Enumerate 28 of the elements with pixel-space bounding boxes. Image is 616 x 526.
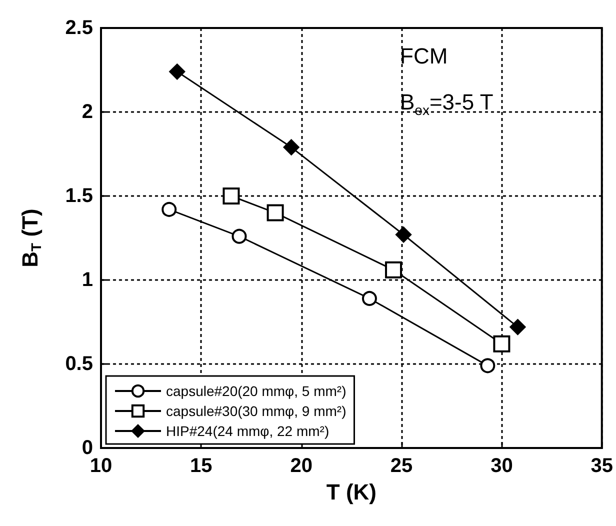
x-tick-label: 15 [190, 455, 212, 477]
point [510, 318, 526, 336]
y-tick-label: 2.5 [65, 17, 93, 39]
y-axis-title: BT (T) [18, 208, 44, 268]
annotation: FCM [400, 44, 448, 68]
y-tick-label: 1 [82, 269, 93, 291]
y-tick-label: 1.5 [65, 185, 93, 207]
legend-label: capsule#30(30 mmφ, 9 mm²) [166, 403, 346, 419]
point [169, 64, 186, 80]
x-axis-title: T (K) [326, 479, 376, 504]
x-tick-label: 20 [290, 455, 312, 477]
legend-label: HIP#24(24 mmφ, 22 mm²) [166, 423, 330, 439]
point [266, 204, 284, 222]
legend-label: capsule#20(20 mmφ, 5 mm²) [166, 383, 346, 399]
point [222, 188, 240, 204]
point [480, 358, 496, 374]
point [395, 226, 412, 243]
point [385, 261, 402, 278]
x-tick-label: 35 [590, 455, 613, 477]
y-tick-label: 0.5 [65, 353, 93, 375]
point [362, 290, 377, 306]
point [493, 335, 510, 352]
x-tick-label: 25 [390, 455, 413, 477]
point [162, 202, 177, 217]
x-tick-label: 30 [490, 455, 513, 477]
y-tick-label: 2 [82, 101, 93, 123]
point [283, 139, 300, 156]
point [232, 228, 247, 244]
